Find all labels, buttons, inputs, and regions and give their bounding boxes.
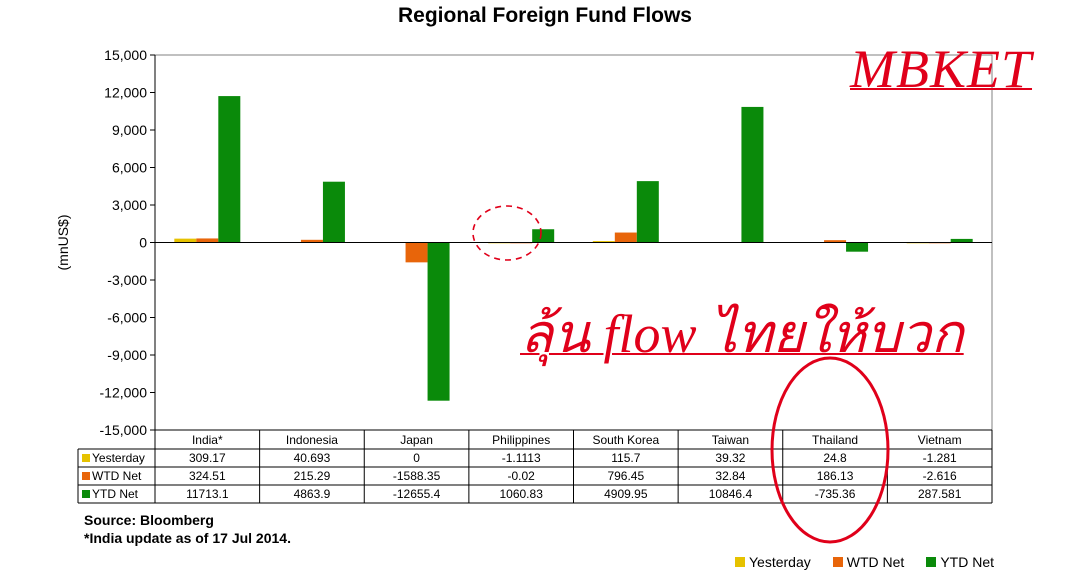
- data-label: 1060.83: [499, 487, 543, 501]
- category-label: Taiwan: [712, 433, 749, 447]
- chart-title: Regional Foreign Fund Flows: [398, 4, 692, 27]
- data-label: -2.616: [923, 469, 957, 483]
- thailand-circle: [770, 356, 890, 544]
- data-label: -735.36: [815, 487, 856, 501]
- india-footnote: *India update as of 17 Jul 2014.: [84, 530, 291, 546]
- y-axis-label: (mnUS$): [55, 214, 71, 270]
- bar-yesterday: [174, 238, 197, 243]
- category-label: Philippines: [492, 433, 550, 447]
- legend-label: WTD Net: [846, 554, 905, 570]
- legend-swatch: [832, 557, 843, 567]
- data-label: -1.1113: [502, 451, 541, 465]
- legend-label: YTD Net: [940, 554, 994, 570]
- data-label: 24.8: [823, 451, 847, 465]
- data-label: 309.17: [189, 451, 226, 465]
- data-label: 796.45: [607, 469, 644, 483]
- y-tick-label: 12,000: [104, 85, 147, 101]
- y-tick-label: -12,000: [100, 385, 148, 401]
- bar-wtd-net: [405, 242, 428, 263]
- legend-label: Yesterday: [749, 554, 811, 570]
- legend-swatch: [735, 557, 745, 567]
- series-name: YTD Net: [92, 487, 139, 501]
- data-label: 39.32: [715, 451, 745, 465]
- bar-ytd-net: [218, 96, 241, 243]
- data-label: 287.581: [918, 487, 962, 501]
- bar-ytd-net: [532, 229, 555, 243]
- legend-item: YTD Net: [926, 554, 994, 570]
- y-tick-label: -15,000: [100, 422, 148, 438]
- bar-ytd-net: [741, 106, 764, 243]
- series-name: WTD Net: [92, 469, 142, 483]
- data-label: -0.02: [508, 469, 536, 483]
- data-label: 32.84: [715, 469, 745, 483]
- handwritten-annotation: ลุ้น flow ไทยให้บวก: [520, 304, 964, 364]
- table-legend-swatch: [82, 490, 90, 498]
- data-label: 10846.4: [709, 487, 753, 501]
- category-label: Indonesia: [286, 433, 338, 447]
- data-label: 4909.95: [604, 487, 648, 501]
- category-label: Vietnam: [918, 433, 962, 447]
- y-tick-label: -6,000: [107, 310, 147, 326]
- data-label: 115.7: [611, 451, 640, 465]
- category-label: Thailand: [812, 433, 858, 447]
- y-tick-label: -3,000: [107, 272, 147, 288]
- table-legend-swatch: [82, 472, 90, 480]
- data-label: 11713.1: [186, 487, 229, 501]
- bar-ytd-net: [322, 181, 345, 243]
- legend-item: WTD Net: [832, 554, 905, 570]
- bar-wtd-net: [614, 232, 637, 243]
- legend: Yesterday WTD Net YTD Net: [735, 554, 994, 570]
- category-label: South Korea: [592, 433, 659, 447]
- data-label: -1588.35: [393, 469, 441, 483]
- y-tick-label: -9,000: [107, 347, 147, 363]
- table-legend-swatch: [82, 454, 90, 462]
- data-label: 215.29: [294, 469, 331, 483]
- legend-swatch: [926, 557, 937, 567]
- y-tick-label: 9,000: [112, 122, 147, 138]
- y-tick-label: 6,000: [112, 160, 147, 176]
- series-name: Yesterday: [92, 451, 145, 465]
- data-label: 4863.9: [294, 487, 331, 501]
- bar-yesterday: [592, 241, 615, 243]
- y-tick-label: 0: [139, 235, 147, 251]
- data-label: 186.13: [817, 469, 854, 483]
- philippines-dashed-circle: [472, 205, 542, 261]
- data-label: 40.693: [294, 451, 331, 465]
- bar-ytd-net: [636, 181, 659, 243]
- category-label: Japan: [400, 433, 433, 447]
- watermark: MBKET: [850, 39, 1033, 99]
- y-tick-label: 3,000: [112, 197, 147, 213]
- category-label: India*: [192, 433, 223, 447]
- bar-ytd-net: [950, 238, 973, 243]
- data-label: -12655.4: [393, 487, 441, 501]
- bar-wtd-net: [824, 240, 847, 243]
- legend-item: Yesterday: [735, 554, 811, 570]
- bar-ytd-net: [427, 242, 450, 401]
- bar-ytd-net: [846, 242, 869, 252]
- data-label: -1.281: [923, 451, 957, 465]
- y-tick-label: 15,000: [104, 47, 147, 63]
- data-label: 0: [413, 451, 420, 465]
- data-label: 324.51: [189, 469, 226, 483]
- bar-wtd-net: [196, 238, 219, 243]
- bar-wtd-net: [300, 239, 323, 243]
- source-note: Source: Bloomberg: [84, 512, 214, 528]
